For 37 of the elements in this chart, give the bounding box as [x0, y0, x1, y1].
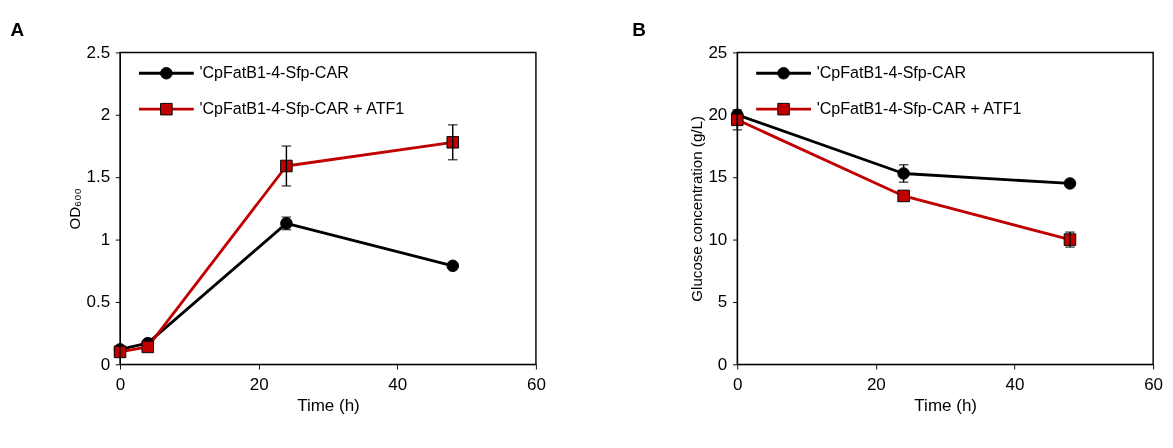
legend-label: 'CpFatB1-4-Sfp-CAR: [199, 62, 349, 81]
y-axis-title: OD₆₀₀: [65, 188, 83, 230]
point: [280, 159, 293, 173]
x-axis-title: Time (h): [297, 396, 360, 416]
y-tick-label: 15: [708, 167, 728, 187]
legend-label: 'CpFatB1-4-Sfp-CAR + ATF1: [199, 98, 405, 117]
point: [141, 340, 155, 354]
legend-label: 'CpFatB1-4-Sfp-CAR + ATF1: [816, 98, 1022, 117]
x-tick-label: 40: [388, 375, 408, 395]
x-tick-label: 60: [526, 375, 546, 395]
chart-title: A: [10, 19, 25, 41]
y-tick-label: 0.5: [86, 292, 111, 312]
y-tick-label: 0: [717, 354, 728, 374]
point: [446, 136, 460, 149]
y-tick-label: 0: [100, 354, 111, 374]
x-tick-label: 0: [115, 375, 126, 395]
legend-label: 'CpFatB1-4-Sfp-CAR: [816, 62, 966, 81]
y-tick-label: 20: [708, 105, 728, 125]
point: [1063, 177, 1077, 190]
point: [897, 189, 910, 203]
point: [730, 113, 744, 127]
x-tick-label: 40: [1005, 375, 1025, 395]
x-tick-label: 60: [1144, 375, 1164, 395]
x-tick-label: 20: [249, 375, 269, 395]
x-tick-label: 20: [866, 375, 886, 395]
y-tick-label: 2: [100, 105, 111, 125]
y-tick-label: 1: [100, 229, 111, 249]
y-axis-title: Glucose concentration (g/L): [687, 116, 705, 302]
chart-title: B: [632, 19, 646, 41]
x-tick-label: 0: [733, 375, 743, 395]
point: [446, 259, 460, 273]
y-tick-label: 5: [717, 292, 728, 312]
y-tick-label: 2.5: [86, 42, 111, 62]
y-tick-label: 10: [708, 229, 728, 249]
y-tick-label: 25: [708, 42, 728, 62]
x-axis-title: Time (h): [914, 396, 978, 416]
y-tick-label: 1.5: [86, 167, 111, 187]
